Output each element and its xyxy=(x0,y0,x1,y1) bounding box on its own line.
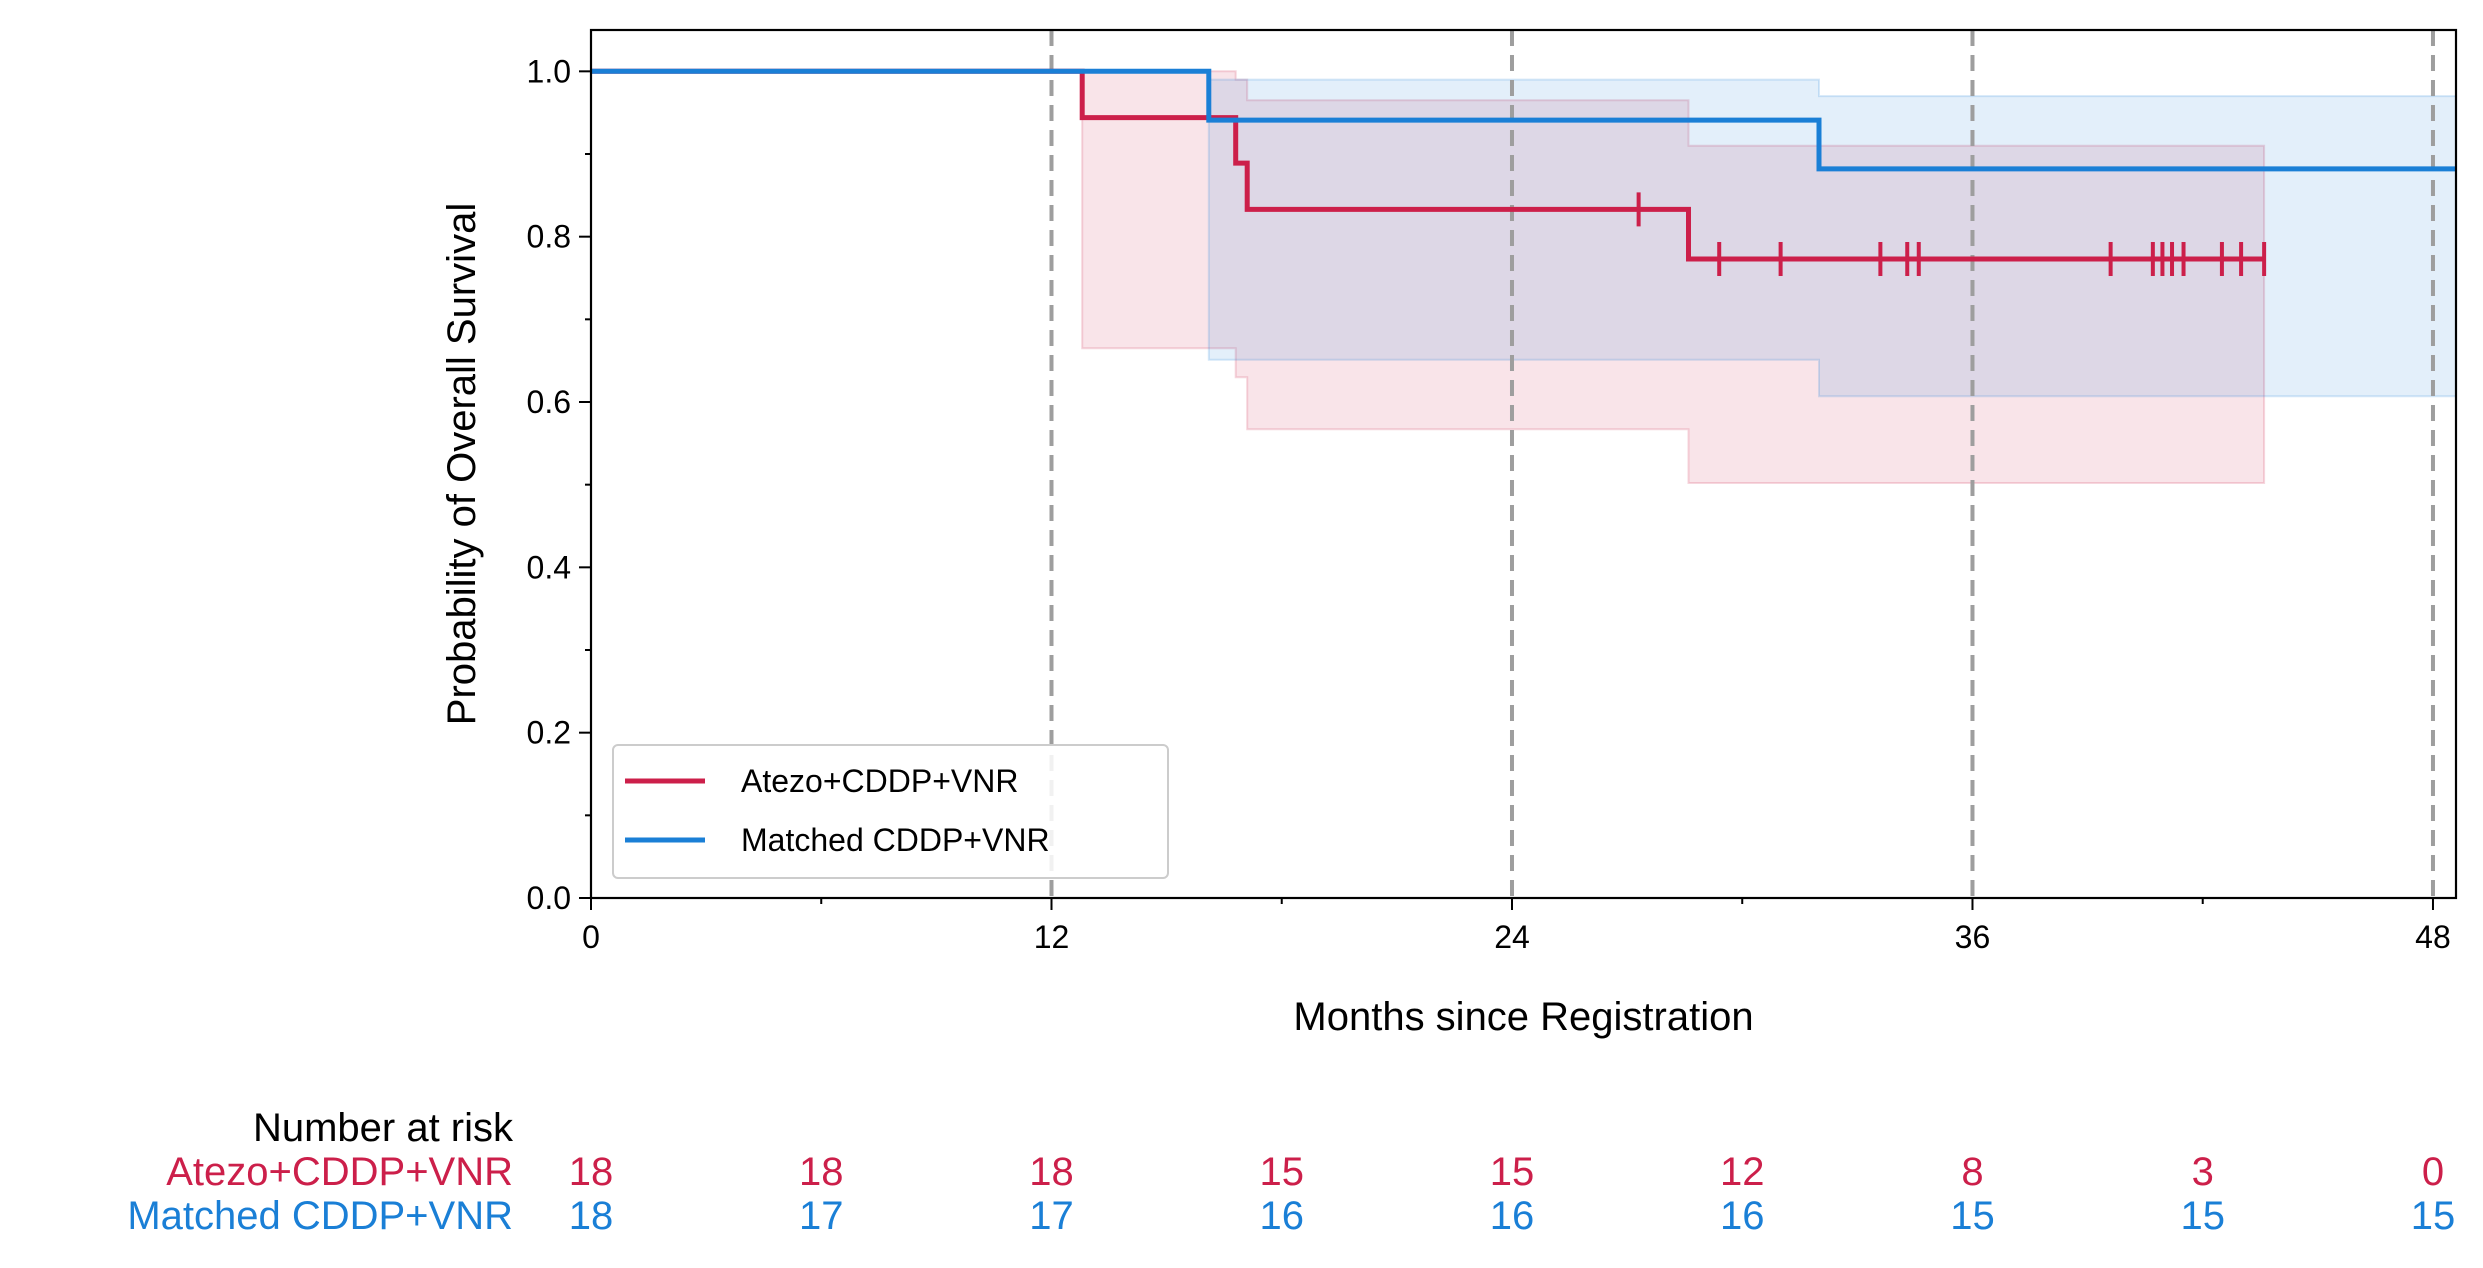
risk-count: 17 xyxy=(1029,1194,1074,1238)
confidence-band-1 xyxy=(591,70,2266,484)
x-tick-label: 0 xyxy=(582,919,600,955)
risk-count: 18 xyxy=(1029,1150,1074,1194)
legend-label-1: Atezo+CDDP+VNR xyxy=(741,763,1018,799)
risk-table-header: Number at risk xyxy=(253,1106,514,1150)
risk-count: 16 xyxy=(1720,1194,1765,1238)
plot-frame xyxy=(589,28,2458,900)
axes: 0 12 24 36 48 0.0 0.2 0.4 0.6 0.8 1.0 xyxy=(527,53,2451,955)
risk-count: 18 xyxy=(569,1150,614,1194)
survival-curve-1 xyxy=(591,68,2265,262)
y-tick-label: 0.6 xyxy=(527,384,571,420)
risk-count: 18 xyxy=(569,1194,614,1238)
legend-label-2: Matched CDDP+VNR xyxy=(741,822,1050,858)
risk-count: 15 xyxy=(1490,1150,1535,1194)
x-tick-label: 36 xyxy=(1955,919,1991,955)
survival-curve-2 xyxy=(591,68,2456,172)
risk-count: 15 xyxy=(1259,1150,1304,1194)
risk-count: 15 xyxy=(1950,1194,1995,1238)
y-tick-label: 0.4 xyxy=(527,549,571,585)
risk-count: 17 xyxy=(799,1194,844,1238)
x-axis-label: Months since Registration xyxy=(1293,995,1753,1039)
y-tick-label: 0.2 xyxy=(527,715,571,751)
risk-count: 3 xyxy=(2192,1150,2214,1194)
x-tick-label: 12 xyxy=(1034,919,1070,955)
y-tick-label: 0.0 xyxy=(527,880,571,916)
risk-row-label-1: Atezo+CDDP+VNR xyxy=(166,1150,513,1194)
x-tick-label: 48 xyxy=(2415,919,2451,955)
risk-count: 16 xyxy=(1490,1194,1535,1238)
risk-count: 15 xyxy=(2180,1194,2225,1238)
risk-count: 12 xyxy=(1720,1150,1765,1194)
y-tick-label: 0.8 xyxy=(527,219,571,255)
reference-lines xyxy=(1049,30,2435,898)
risk-count: 8 xyxy=(1961,1150,1983,1194)
y-axis-label: Probability of Overall Survival xyxy=(440,203,484,725)
risk-count: 18 xyxy=(799,1150,844,1194)
risk-count: 16 xyxy=(1259,1194,1304,1238)
x-tick-label: 24 xyxy=(1494,919,1530,955)
legend: Atezo+CDDP+VNR Matched CDDP+VNR xyxy=(612,744,1169,879)
risk-count: 0 xyxy=(2422,1150,2444,1194)
risk-count: 15 xyxy=(2411,1194,2456,1238)
y-tick-label: 1.0 xyxy=(527,53,571,89)
legend-box xyxy=(612,744,1169,879)
risk-row-label-2: Matched CDDP+VNR xyxy=(127,1194,513,1238)
censor-marks xyxy=(1636,192,2267,276)
survival-curves xyxy=(591,68,2456,262)
